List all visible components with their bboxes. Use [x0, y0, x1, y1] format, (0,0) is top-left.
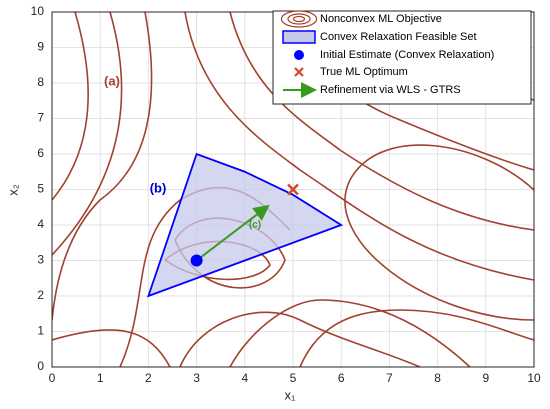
legend-label: True ML Optimum: [320, 66, 408, 78]
y-tick-label: 10: [31, 4, 45, 18]
x-tick-label: 6: [338, 371, 345, 385]
legend-icon: [282, 30, 316, 44]
y-tick-label: 1: [37, 324, 44, 338]
y-tick-label: 3: [37, 253, 44, 267]
legend-icon: [292, 15, 306, 23]
legend-label: Convex Relaxation Feasible Set: [320, 31, 477, 43]
x-tick-label: 3: [193, 371, 200, 385]
legend-icon: [294, 67, 304, 77]
annotation: (a): [104, 73, 120, 88]
x-tick-label: 1: [97, 371, 104, 385]
legend-label: Nonconvex ML Objective: [320, 13, 442, 25]
legend-icon: [294, 50, 304, 60]
x-tick-label: 4: [241, 371, 248, 385]
x-tick-label: 0: [49, 371, 56, 385]
contour-line: [179, 311, 421, 367]
y-tick-label: 2: [37, 288, 44, 302]
x-tick-label: 8: [434, 371, 441, 385]
y-tick-label: 8: [37, 75, 44, 89]
y-tick-label: 9: [37, 40, 44, 54]
contour-line: [52, 12, 89, 201]
initial-estimate: [190, 254, 203, 267]
x-tick-label: 10: [527, 371, 541, 385]
contour-line: [52, 329, 171, 367]
y-tick-label: 0: [37, 359, 44, 373]
legend-label: Refinement via WLS - GTRS: [320, 84, 461, 96]
y-tick-label: 5: [37, 182, 44, 196]
refinement-arrow: [195, 204, 270, 262]
contour-line: [229, 299, 471, 367]
x-tick-label: 9: [482, 371, 489, 385]
true-optimum: [287, 183, 299, 196]
legend-label: Initial Estimate (Convex Relaxation): [320, 49, 494, 61]
contour-line: [299, 309, 534, 367]
y-tick-label: 7: [37, 111, 44, 125]
x-axis-label: x₁: [285, 387, 297, 402]
annotation: (b): [150, 180, 167, 195]
contour-line: [229, 12, 534, 231]
contour-line: [184, 12, 534, 281]
x-tick-label: 5: [290, 371, 297, 385]
contour-line: [344, 144, 534, 321]
y-tick-label: 6: [37, 146, 44, 160]
legend-icon: [280, 10, 318, 28]
legend-icon: [287, 13, 311, 25]
y-axis-label: x₂: [5, 184, 20, 196]
annotation: (c): [249, 220, 261, 231]
contour-line: [52, 12, 153, 321]
contour-line: [52, 12, 123, 256]
y-tick-label: 4: [37, 217, 44, 231]
x-tick-label: 7: [386, 371, 393, 385]
x-tick-label: 2: [145, 371, 152, 385]
